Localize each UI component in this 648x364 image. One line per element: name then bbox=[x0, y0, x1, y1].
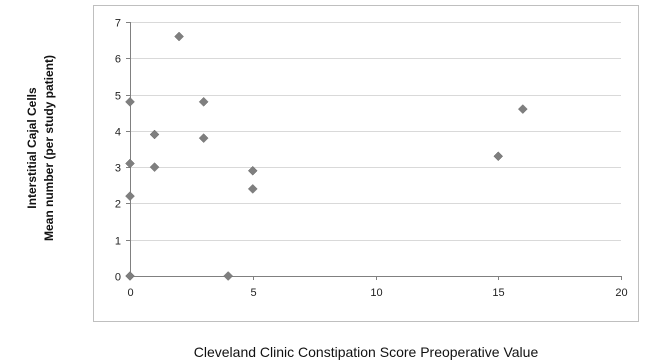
data-point-4 bbox=[125, 271, 135, 281]
data-point-3 bbox=[125, 191, 135, 202]
data-points bbox=[125, 31, 528, 281]
x-tick-label-5: 5 bbox=[250, 287, 256, 299]
y-tick-label-3: 3 bbox=[115, 163, 121, 175]
tick-labels: 0 1 2 3 4 5 6 7 0 5 10 15 20 bbox=[115, 18, 628, 300]
data-point-8 bbox=[198, 96, 209, 107]
data-point-11 bbox=[247, 165, 258, 176]
y-axis-title-line-2: Mean number (per study patient) bbox=[42, 55, 56, 241]
data-point-6 bbox=[149, 162, 160, 172]
chart-border bbox=[93, 5, 639, 322]
data-point-5 bbox=[149, 129, 160, 140]
y-tick-label-0: 0 bbox=[115, 272, 121, 284]
data-point-13 bbox=[493, 151, 504, 162]
y-tick-label-6: 6 bbox=[115, 54, 121, 66]
y-tick-label-7: 7 bbox=[115, 18, 121, 30]
y-tick-label-1: 1 bbox=[115, 236, 121, 248]
x-tick-label-0: 0 bbox=[127, 287, 133, 299]
x-tick-label-10: 10 bbox=[370, 287, 382, 299]
data-point-2 bbox=[125, 158, 135, 169]
y-axis-title-line-1: Interstitial Cajal Cells bbox=[25, 87, 39, 209]
data-point-1 bbox=[125, 96, 135, 107]
data-point-9 bbox=[198, 133, 209, 143]
x-tick-label-20: 20 bbox=[615, 287, 627, 299]
axes bbox=[126, 22, 622, 280]
data-point-14 bbox=[517, 104, 528, 114]
y-tick-label-5: 5 bbox=[115, 91, 121, 103]
y-tick-label-4: 4 bbox=[115, 127, 121, 139]
y-tick-label-2: 2 bbox=[115, 199, 121, 211]
gridlines bbox=[130, 22, 621, 241]
data-point-12 bbox=[247, 184, 258, 194]
data-point-10 bbox=[223, 271, 234, 281]
data-point-7 bbox=[174, 31, 184, 42]
x-tick-label-15: 15 bbox=[492, 287, 504, 299]
x-axis-title: Cleveland Clinic Constipation Score Preo… bbox=[194, 344, 539, 360]
